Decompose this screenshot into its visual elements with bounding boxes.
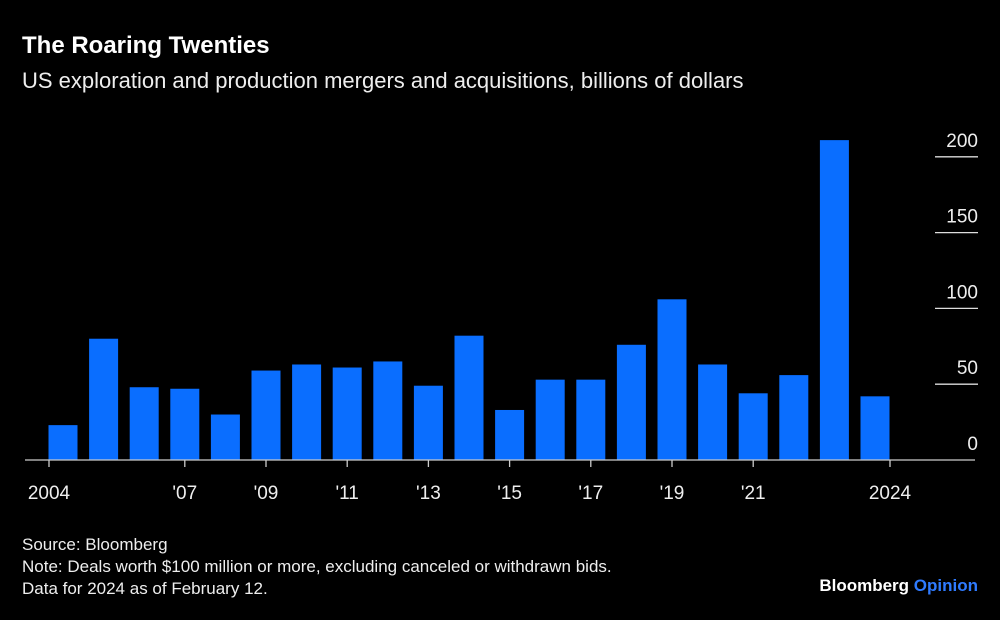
bar-2006 — [129, 387, 159, 460]
bar-2017 — [576, 379, 606, 460]
bar-2010 — [292, 364, 322, 460]
x-tick-label: 2004 — [28, 483, 71, 504]
bar-2023 — [819, 140, 849, 460]
y-tick-label: 0 — [967, 434, 978, 455]
deal-note: Note: Deals worth $100 million or more, … — [22, 557, 612, 576]
bar-2015 — [495, 409, 525, 460]
x-tick-label: 2024 — [869, 483, 912, 504]
y-tick-label: 50 — [957, 358, 978, 379]
bar-2013 — [413, 385, 443, 460]
x-tick-label: '15 — [497, 483, 522, 504]
source-note: Source: Bloomberg — [22, 535, 168, 554]
bar-2022 — [779, 375, 809, 460]
x-tick-label: '13 — [416, 483, 441, 504]
bar-2012 — [373, 361, 403, 460]
bar-2014 — [454, 335, 484, 460]
y-tick-label: 200 — [946, 131, 978, 152]
x-tick-label: '11 — [336, 483, 359, 504]
bar-2008 — [210, 414, 240, 460]
bar-2007 — [170, 388, 200, 460]
footnotes: Source: Bloomberg Note: Deals worth $100… — [22, 534, 612, 600]
chart-title: The Roaring Twenties — [22, 32, 270, 59]
bar-2024 — [860, 396, 890, 460]
x-tick-label: '17 — [578, 483, 603, 504]
bar-2016 — [535, 379, 565, 460]
y-tick-label: 100 — [946, 282, 978, 303]
data-note: Data for 2024 as of February 12. — [22, 579, 268, 598]
bar-2020 — [698, 364, 728, 460]
x-tick-label: '09 — [254, 483, 279, 504]
bar-2019 — [657, 299, 687, 460]
bloomberg-opinion-logo: Bloomberg Opinion — [819, 576, 978, 595]
bar-2021 — [738, 393, 768, 460]
y-tick-label: 150 — [946, 207, 978, 228]
x-tick-label: '07 — [172, 483, 197, 504]
bar-2009 — [251, 370, 281, 460]
bar-2011 — [332, 367, 362, 460]
bar-2018 — [616, 344, 646, 460]
x-tick-label: '19 — [660, 483, 685, 504]
chart-subtitle: US exploration and production mergers an… — [22, 68, 744, 93]
x-tick-label: '21 — [741, 483, 766, 504]
bar-2004 — [48, 425, 78, 460]
bar-2005 — [89, 338, 119, 460]
